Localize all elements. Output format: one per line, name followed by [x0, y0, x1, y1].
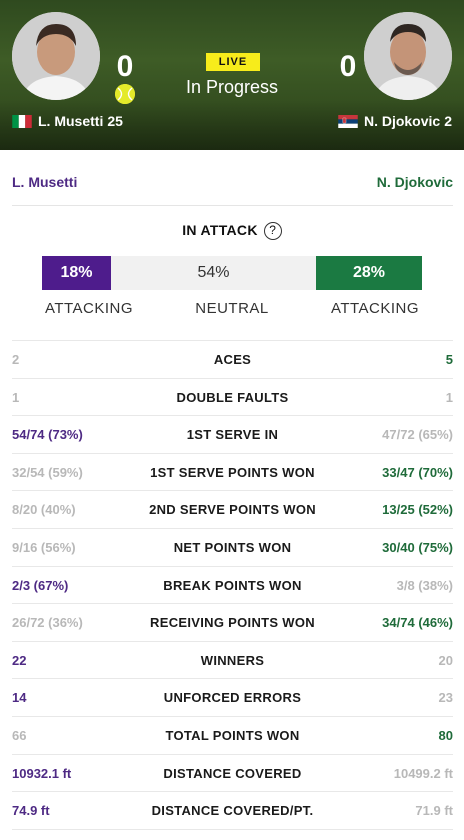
stat-left-value: 2 — [12, 352, 20, 367]
stat-label: TOTAL POINTS WON — [165, 727, 300, 743]
stat-left-value: 8/20 (40%) — [12, 502, 76, 518]
stat-label: ACES — [213, 352, 252, 367]
stat-right-value: 34/74 (46%) — [382, 615, 453, 631]
stat-left-value: 9/16 (56%) — [12, 539, 76, 555]
stat-label: UNFORCED ERRORS — [163, 690, 302, 706]
stat-row: 1 DOUBLE FAULTS 1 — [12, 377, 453, 416]
stats-table: 2 ACES 5 1 DOUBLE FAULTS 1 54/74 (73%) 1ST SERV… — [12, 340, 453, 829]
stat-right-value: 3/8 (38%) — [396, 577, 453, 593]
player-photo-djokovic — [364, 12, 452, 100]
attack-label-left: ATTACKING — [44, 300, 134, 317]
stat-right-value: 80 — [438, 727, 453, 743]
stat-left-value: 26/72 (36%) — [12, 615, 83, 631]
match-header: 0 LIVE In Progress 0 L. Musetti 25 N. Dj… — [0, 0, 464, 150]
stat-row: 9/16 (56%) NET POINTS WON 30/40 (75%) — [12, 527, 453, 566]
stat-right-value: 23 — [438, 690, 453, 706]
player-seed: 25 — [107, 113, 123, 129]
stat-left-value: 10932.1 ft — [12, 765, 72, 781]
stat-left-value: 14 — [12, 690, 27, 706]
stat-label: DISTANCE COVERED — [163, 765, 302, 781]
in-attack-title: IN ATTACK? — [0, 222, 464, 241]
player-name-text: N. Djokovic — [363, 113, 441, 129]
stat-left-value: 1 — [12, 389, 20, 405]
stat-label: DOUBLE FAULTS — [176, 389, 289, 405]
italy-flag-icon — [12, 114, 32, 128]
player-avatar-icon — [12, 12, 100, 100]
stat-label: 1ST SERVE POINTS WON — [150, 464, 315, 480]
live-badge: LIVE — [206, 53, 260, 71]
stat-row: 54/74 (73%) 1ST SERVE IN 47/72 (65%) — [12, 415, 453, 453]
stat-label: WINNERS — [200, 652, 265, 668]
score-right: 0 — [339, 50, 357, 83]
stat-left-value: 2/3 (67%) — [12, 577, 69, 593]
stat-row: 10932.1 ft DISTANCE COVERED 10499.2 ft — [12, 753, 453, 792]
left-player-name: L. Musetti — [12, 174, 78, 190]
stat-row: 66 TOTAL POINTS WON 80 — [12, 715, 453, 754]
stat-row: 22 WINNERS 20 — [12, 640, 453, 679]
stat-label: BREAK POINTS WON — [163, 577, 302, 593]
stat-right-value: 10499.2 ft — [393, 765, 453, 781]
stat-row: 74.9 ft DISTANCE COVERED/PT. 71.9 ft — [12, 791, 453, 829]
stat-row: 8/20 (40%) 2ND SERVE POINTS WON 13/25 (52%… — [12, 490, 453, 528]
score-left: 0 — [116, 50, 134, 83]
stat-label: 1ST SERVE IN — [186, 427, 279, 443]
stat-row: 26/72 (36%) RECEIVING POINTS WON 34/74 (46… — [12, 603, 453, 641]
match-status: In Progress — [185, 77, 279, 97]
in-attack-label: IN ATTACK — [182, 222, 258, 238]
stat-right-value: 71.9 ft — [415, 803, 453, 819]
stat-label: NET POINTS WON — [173, 539, 292, 555]
stat-right-value: 20 — [438, 652, 453, 668]
stat-label: DISTANCE COVERED/PT. — [151, 803, 314, 819]
right-player-name: N. Djokovic — [376, 174, 453, 190]
stat-label: RECEIVING POINTS WON — [150, 615, 315, 631]
stat-left-value: 54/74 (73%) — [12, 427, 83, 443]
player-name-right: N. Djokovic 2 — [338, 113, 452, 129]
stat-row: 32/54 (59%) 1ST SERVE POINTS WON 33/47 (70… — [12, 452, 453, 491]
stat-left-value: 32/54 (59%) — [12, 464, 83, 480]
serving-ball-icon — [115, 84, 135, 104]
stat-right-value: 30/40 (75%) — [382, 539, 453, 555]
player-names-row: L. Musetti N. Djokovic — [12, 166, 453, 206]
divider — [12, 829, 453, 830]
stat-right-value: 1 — [445, 389, 453, 405]
serbia-flag-icon — [338, 114, 358, 128]
player-photo-musetti — [12, 12, 100, 100]
stat-row: 2/3 (67%) BREAK POINTS WON 3/8 (38%) — [12, 565, 453, 604]
stat-row: 14 UNFORCED ERRORS 23 — [12, 678, 453, 716]
stat-row: 2 ACES 5 — [12, 340, 453, 378]
stat-left-value: 74.9 ft — [12, 803, 50, 819]
attack-bar-neutral: 54% — [111, 256, 316, 290]
stat-left-value: 66 — [12, 727, 27, 743]
stat-right-value: 5 — [445, 352, 453, 367]
stat-label: 2ND SERVE POINTS WON — [149, 502, 316, 518]
stat-left-value: 22 — [12, 652, 27, 668]
question-circle-icon[interactable]: ? — [263, 222, 282, 241]
attack-bar-right: 28% — [316, 256, 422, 290]
stat-right-value: 47/72 (65%) — [382, 427, 453, 443]
player-avatar-icon — [364, 12, 452, 100]
attack-label-right: ATTACKING — [330, 300, 420, 317]
attack-label-neutral: NEUTRAL — [195, 300, 269, 317]
stat-right-value: 33/47 (70%) — [382, 464, 453, 480]
player-name-left: L. Musetti 25 — [12, 113, 123, 129]
attack-bar-left: 18% — [42, 256, 111, 290]
stat-right-value: 13/25 (52%) — [382, 502, 453, 518]
player-name-text: L. Musetti — [38, 113, 104, 129]
player-seed: 2 — [444, 113, 452, 129]
